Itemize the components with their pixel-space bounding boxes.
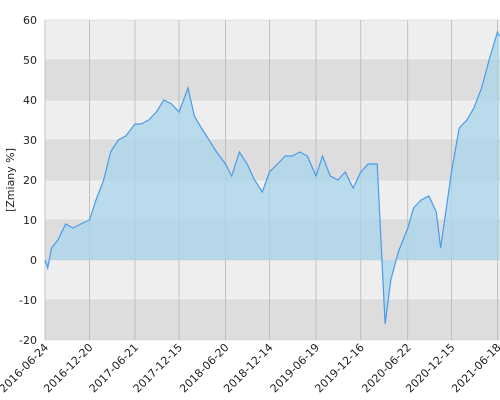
y-tick-label: 10 [23,214,37,227]
y-tick-label: 30 [23,134,37,147]
y-tick-label: 60 [23,14,37,27]
y-tick-label: -10 [19,294,37,307]
y-tick-label: 0 [30,254,37,267]
y-tick-label: 50 [23,54,37,67]
y-tick-label: 40 [23,94,37,107]
grid-band [45,20,500,60]
y-tick-label: -20 [19,334,37,347]
grid-band [45,260,500,300]
grid-band [45,100,500,140]
grid-band [45,60,500,100]
y-tick-label: 20 [23,174,37,187]
grid-band [45,300,500,340]
line [44,30,500,325]
area [45,32,500,324]
y-axis-label: [Zmiany %] [4,148,17,212]
x-tick-label: 2021-06-18 [449,341,500,395]
